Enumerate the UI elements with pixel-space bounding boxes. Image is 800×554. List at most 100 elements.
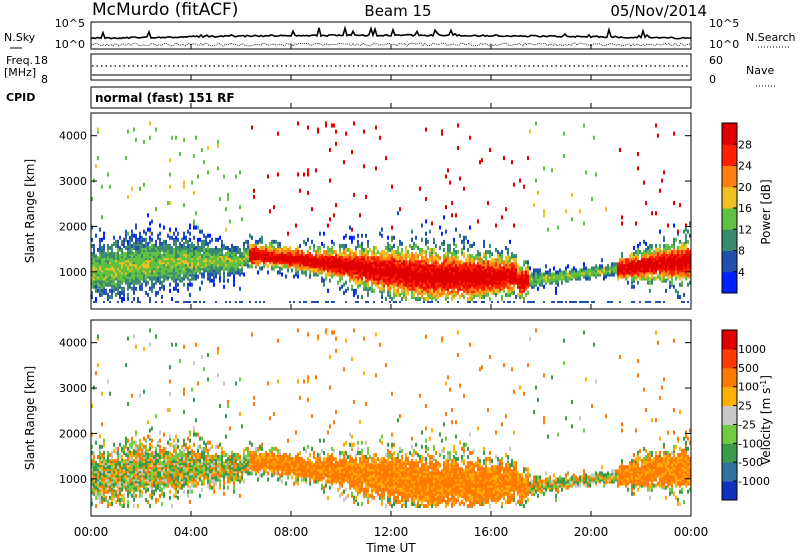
power-cell: [213, 260, 215, 265]
power-cell: [171, 276, 173, 281]
power-cell: [177, 248, 179, 253]
power-cell: [471, 284, 473, 289]
power-cell: [385, 280, 387, 285]
power-cell: [199, 252, 201, 257]
power-cell: [573, 270, 575, 275]
power-cell: [511, 278, 513, 283]
power-cell: [469, 225, 471, 230]
power-cell: [139, 270, 141, 275]
power-cell: [479, 284, 481, 289]
power-cell: [117, 252, 119, 257]
power-cell: [459, 262, 461, 267]
power-cell: [275, 250, 277, 255]
power-cell: [373, 272, 375, 277]
power-cell: [311, 266, 313, 271]
power-cell: [327, 250, 329, 255]
power-cell: [367, 274, 369, 279]
power-cell: [409, 258, 411, 263]
power-cell: [455, 213, 457, 218]
power-cell: [243, 258, 245, 263]
power-cell: [485, 274, 487, 279]
power-cell: [445, 229, 447, 234]
velocity-cell: [101, 459, 103, 464]
power-cell: [647, 254, 649, 259]
power-cell: [145, 254, 147, 259]
power-cell: [149, 272, 151, 277]
power-cell: [335, 260, 337, 265]
velocity-cell: [109, 489, 111, 494]
power-cell: [533, 276, 535, 281]
power-cell: [307, 258, 309, 263]
power-cell: [347, 264, 349, 269]
velocity-cell: [105, 459, 107, 464]
power-cell: [451, 297, 453, 302]
power-cell: [241, 264, 243, 269]
velocity-cell: [97, 485, 99, 490]
power-cell: [333, 250, 335, 255]
power-cell: [451, 268, 453, 273]
power-cell: [565, 278, 567, 283]
power-cell: [179, 272, 181, 277]
power-cell: [463, 266, 465, 271]
power-cell: [393, 294, 395, 299]
power-cell: [365, 262, 367, 267]
power-cell: [423, 280, 425, 285]
power-cell: [431, 280, 433, 285]
power-cell: [211, 237, 213, 242]
power-cell: [97, 262, 99, 267]
power-cell: [339, 252, 341, 257]
power-cell: [209, 272, 211, 277]
power-cell: [327, 301, 329, 303]
power-cell: [197, 266, 199, 271]
power-cell: [433, 286, 435, 291]
power-cell: [385, 260, 387, 265]
power-cell: [205, 266, 207, 271]
power-cell: [449, 270, 451, 275]
power-cell: [663, 256, 665, 261]
power-cell: [449, 266, 451, 271]
power-cell: [285, 256, 287, 261]
power-cell: [657, 266, 659, 271]
power-cell: [113, 276, 115, 281]
power-cell: [425, 254, 427, 259]
power-cell: [351, 264, 353, 269]
power-cell: [483, 252, 485, 257]
power-cell: [93, 270, 95, 275]
power-cell: [407, 290, 409, 295]
power-cell: [193, 250, 195, 255]
power-cell: [231, 252, 233, 257]
power-cell: [235, 268, 237, 273]
power-cell: [413, 280, 415, 285]
power-cell: [251, 245, 253, 250]
power-cell: [125, 274, 127, 279]
power-cell: [105, 276, 107, 281]
power-cell: [625, 260, 627, 265]
power-cell: [685, 268, 687, 273]
power-cell: [329, 250, 331, 255]
power-cell: [233, 270, 235, 275]
power-cell: [177, 258, 179, 263]
power-cell: [343, 254, 345, 259]
power-cell: [417, 282, 419, 287]
velocity-cell: [101, 455, 103, 460]
y-tick-label: 2000: [59, 220, 87, 233]
power-cell: [145, 243, 147, 248]
power-cell: [633, 266, 635, 271]
power-cell: [387, 280, 389, 285]
velocity-cell: [93, 465, 95, 470]
power-cell: [499, 268, 501, 273]
power-cell: [363, 282, 365, 287]
power-cell: [377, 278, 379, 283]
power-cell: [239, 256, 241, 261]
power-cell: [353, 252, 355, 257]
power-cell: [251, 258, 253, 263]
power-cell: [583, 221, 585, 226]
power-cell: [505, 282, 507, 287]
power-cell: [129, 274, 131, 279]
power-cell: [533, 280, 535, 285]
power-cell: [195, 256, 197, 261]
power-cell: [295, 256, 297, 261]
power-cell: [455, 290, 457, 295]
power-cell: [357, 276, 359, 281]
power-cell: [427, 276, 429, 281]
